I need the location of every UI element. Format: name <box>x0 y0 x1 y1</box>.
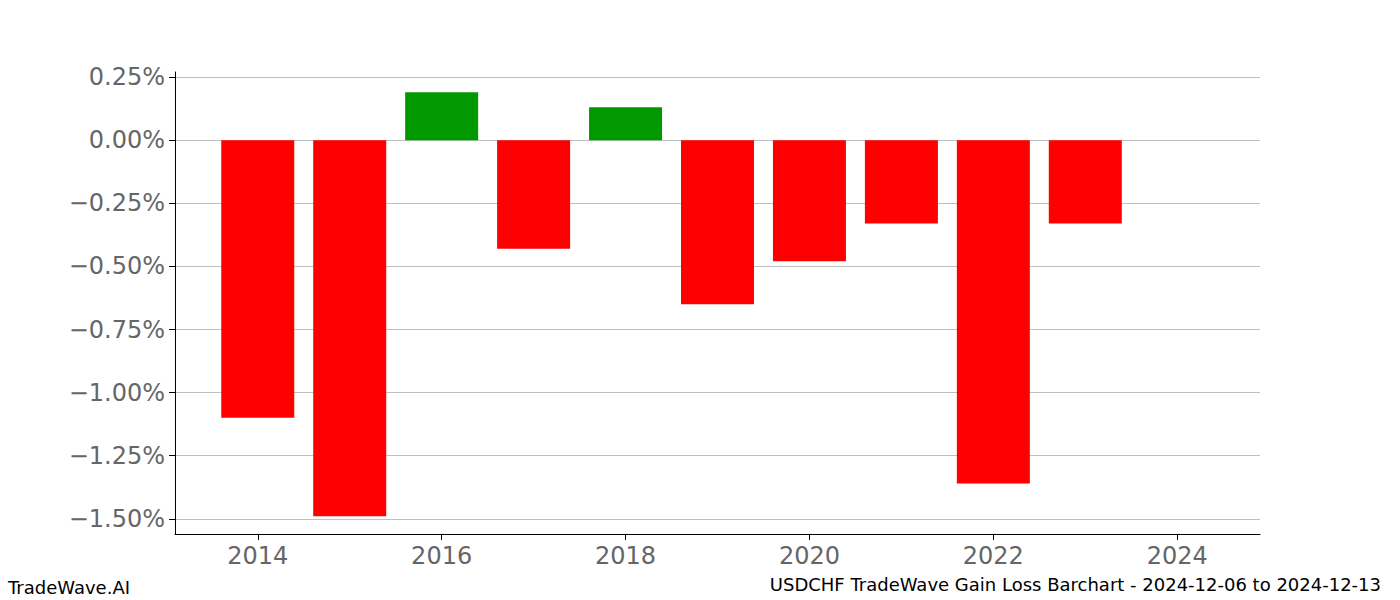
svg-text:0.25%: 0.25% <box>89 63 165 91</box>
svg-text:2018: 2018 <box>595 542 656 570</box>
svg-text:TradeWave.AI: TradeWave.AI <box>7 577 130 598</box>
svg-text:2016: 2016 <box>411 542 472 570</box>
svg-text:2024: 2024 <box>1147 542 1208 570</box>
svg-text:2014: 2014 <box>227 542 288 570</box>
svg-text:−1.00%: −1.00% <box>69 379 165 407</box>
svg-text:−0.75%: −0.75% <box>69 316 165 344</box>
svg-text:2022: 2022 <box>963 542 1024 570</box>
svg-text:2020: 2020 <box>779 542 840 570</box>
svg-text:−0.50%: −0.50% <box>69 252 165 280</box>
svg-text:0.00%: 0.00% <box>89 126 165 154</box>
svg-text:−1.50%: −1.50% <box>69 505 165 533</box>
svg-text:−0.25%: −0.25% <box>69 189 165 217</box>
svg-text:−1.25%: −1.25% <box>69 442 165 470</box>
svg-text:USDCHF TradeWave Gain Loss Bar: USDCHF TradeWave Gain Loss Barchart - 20… <box>770 574 1381 595</box>
